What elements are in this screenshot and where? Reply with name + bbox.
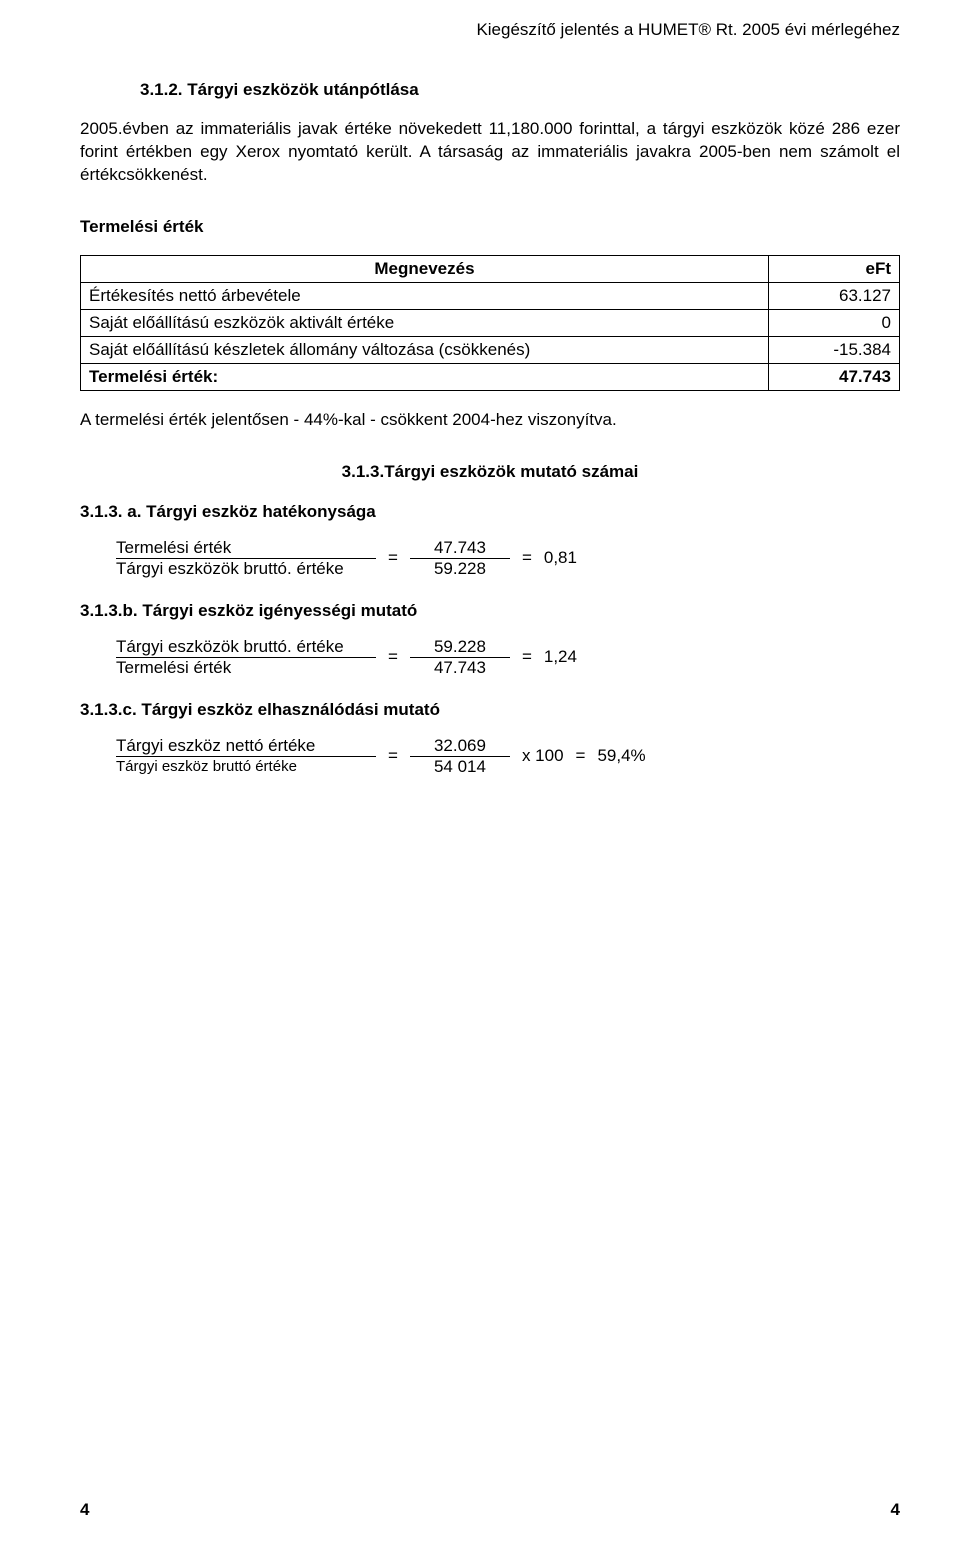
- ratio-den-label: Tárgyi eszköz bruttó értéke: [110, 757, 382, 777]
- header-text: Kiegészítő jelentés a HUMET® Rt. 2005 év…: [476, 20, 900, 39]
- equals-sign: =: [570, 736, 592, 777]
- equals-sign: =: [382, 637, 404, 678]
- cell-label-total: Termelési érték:: [81, 363, 769, 390]
- cell-value-total: 47.743: [768, 363, 899, 390]
- page-footer: 4 4: [80, 1500, 900, 1520]
- section-312-title: 3.1.2. Tárgyi eszközök utánpótlása: [140, 80, 900, 100]
- ratio-313b: Tárgyi eszközök bruttó. értéke = 59.228 …: [110, 637, 583, 678]
- cell-value: 0: [768, 309, 899, 336]
- section-313b-title: 3.1.3.b. Tárgyi eszköz igényességi mutat…: [80, 601, 900, 621]
- termelesi-ertek-table: Megnevezés eFt Értékesítés nettó árbevét…: [80, 255, 900, 391]
- col-header-eft: eFt: [768, 255, 899, 282]
- equals-sign: =: [382, 538, 404, 579]
- section-313c-title: 3.1.3.c. Tárgyi eszköz elhasználódási mu…: [80, 700, 900, 720]
- ratio-result: 0,81: [538, 538, 583, 579]
- ratio-den-value: 47.743: [404, 658, 516, 678]
- ratio-den-label: Termelési érték: [110, 658, 382, 678]
- ratio-num-label: Tárgyi eszköz nettó értéke: [110, 736, 382, 756]
- footer-page-right: 4: [891, 1500, 900, 1520]
- table-header-row: Megnevezés eFt: [81, 255, 900, 282]
- equals-sign: =: [516, 637, 538, 678]
- cell-value: 63.127: [768, 282, 899, 309]
- ratio-den-label: Tárgyi eszközök bruttó. értéke: [110, 559, 382, 579]
- table-row: Termelési érték: 47.743: [81, 363, 900, 390]
- page-container: Kiegészítő jelentés a HUMET® Rt. 2005 év…: [0, 0, 960, 1545]
- page-header: Kiegészítő jelentés a HUMET® Rt. 2005 év…: [80, 20, 900, 40]
- ratio-313c: Tárgyi eszköz nettó értéke = 32.069 x 10…: [110, 736, 652, 777]
- table-row: Saját előállítású készletek állomány vál…: [81, 336, 900, 363]
- ratio-313a: Termelési érték = 47.743 = 0,81 Tárgyi e…: [110, 538, 583, 579]
- equals-sign: =: [516, 538, 538, 579]
- ratio-num-label: Termelési érték: [110, 538, 382, 558]
- multiplier: x 100: [516, 736, 570, 777]
- cell-label: Saját előállítású készletek állomány vál…: [81, 336, 769, 363]
- ratio-num-value: 59.228: [404, 637, 516, 657]
- cell-label: Értékesítés nettó árbevétele: [81, 282, 769, 309]
- cell-label: Saját előállítású eszközök aktivált érté…: [81, 309, 769, 336]
- table-row: Értékesítés nettó árbevétele 63.127: [81, 282, 900, 309]
- ratio-result: 59,4%: [591, 736, 651, 777]
- footer-page-left: 4: [80, 1500, 89, 1520]
- col-header-megnevezes: Megnevezés: [81, 255, 769, 282]
- section-313a-title: 3.1.3. a. Tárgyi eszköz hatékonysága: [80, 502, 900, 522]
- equals-sign: =: [382, 736, 404, 777]
- section-313-title: 3.1.3.Tárgyi eszközök mutató számai: [80, 462, 900, 482]
- ratio-result: 1,24: [538, 637, 583, 678]
- cell-value: -15.384: [768, 336, 899, 363]
- ratio-den-value: 54 014: [404, 757, 516, 777]
- ratio-num-label: Tárgyi eszközök bruttó. értéke: [110, 637, 382, 657]
- termelesi-ertek-note: A termelési érték jelentősen - 44%-kal -…: [80, 409, 900, 432]
- ratio-num-value: 47.743: [404, 538, 516, 558]
- table-row: Saját előállítású eszközök aktivált érté…: [81, 309, 900, 336]
- termelesi-ertek-title: Termelési érték: [80, 217, 900, 237]
- ratio-den-value: 59.228: [404, 559, 516, 579]
- ratio-num-value: 32.069: [404, 736, 516, 756]
- section-312-body: 2005.évben az immateriális javak értéke …: [80, 118, 900, 187]
